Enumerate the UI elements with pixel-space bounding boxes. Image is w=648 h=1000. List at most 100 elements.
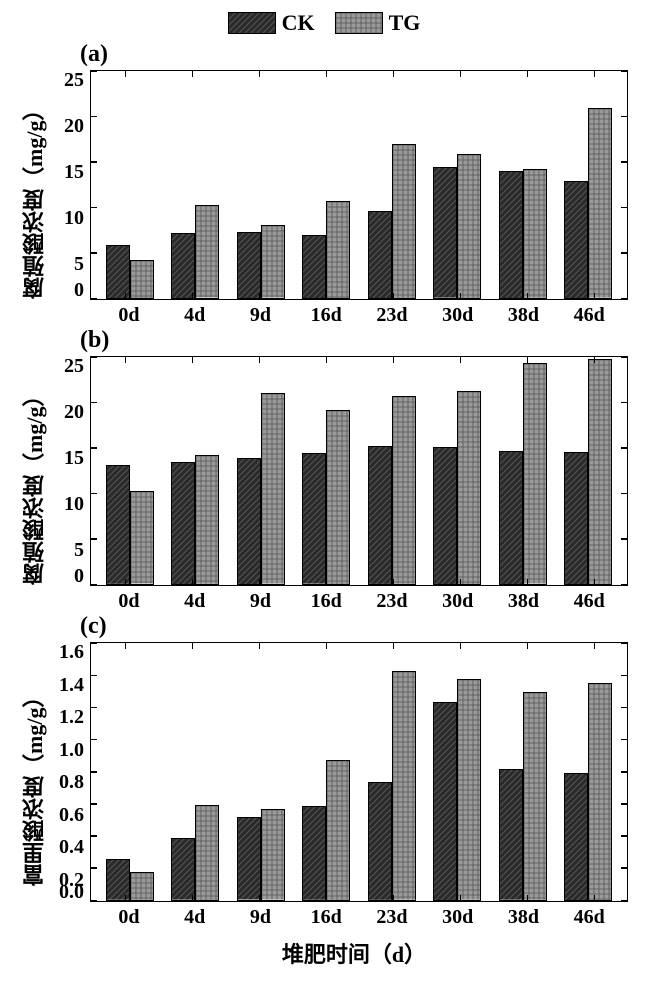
bar-tg <box>457 679 481 901</box>
y-tick-label: 0 <box>74 280 84 300</box>
bar-group <box>433 679 481 901</box>
bar-ck <box>564 181 588 299</box>
bar-group <box>564 683 612 901</box>
bar-tg <box>195 205 219 299</box>
bar-tg <box>392 671 416 901</box>
bar-ck <box>106 465 130 585</box>
panel-label-b: (b) <box>80 327 628 354</box>
bar-group <box>237 393 285 585</box>
x-tick-label: 4d <box>162 906 228 929</box>
swatch-ck <box>228 12 276 34</box>
bar-tg <box>326 760 350 901</box>
y-tick-label: 1.2 <box>59 707 84 727</box>
x-tick-label: 46d <box>556 304 622 327</box>
bar-group <box>368 671 416 901</box>
x-tick-label: 16d <box>293 590 359 613</box>
x-axis-a: 0d4d9d16d23d30d38d46d <box>90 300 628 327</box>
bar-group <box>499 692 547 901</box>
x-tick-label: 16d <box>293 304 359 327</box>
x-tick-label: 0d <box>96 304 162 327</box>
y-axis-label-a: 腐殖酸浓度（mg/g） <box>20 70 50 327</box>
legend-label-ck: CK <box>282 10 315 36</box>
bar-group <box>171 805 219 901</box>
panel-c: (c)富里酸浓度（mg/g）0.00.20.40.60.81.01.21.41.… <box>20 613 628 929</box>
bar-ck <box>302 453 326 585</box>
bar-tg <box>130 260 154 299</box>
y-axis-label-b: 腐殖酸浓度（mg/g） <box>20 356 50 613</box>
bar-ck <box>237 232 261 299</box>
legend-item-ck: CK <box>228 10 315 36</box>
plot-area-a <box>90 70 628 300</box>
swatch-tg <box>335 12 383 34</box>
y-tick-label: 15 <box>64 448 84 468</box>
bar-group <box>499 169 547 299</box>
y-tick-label: 20 <box>64 116 84 136</box>
x-axis-b: 0d4d9d16d23d30d38d46d <box>90 586 628 613</box>
x-tick-label: 4d <box>162 304 228 327</box>
bar-tg <box>326 410 350 585</box>
bar-group <box>368 396 416 585</box>
y-axis-label-c: 富里酸浓度（mg/g） <box>20 642 50 929</box>
bar-ck <box>302 806 326 901</box>
x-tick-label: 23d <box>359 304 425 327</box>
x-axis-c: 0d4d9d16d23d30d38d46d <box>90 902 628 929</box>
bar-tg <box>392 396 416 585</box>
bar-ck <box>368 211 392 299</box>
x-tick-label: 9d <box>228 590 294 613</box>
bar-tg <box>195 805 219 901</box>
bar-ck <box>368 782 392 901</box>
x-axis-label: 堆肥时间（d） <box>80 937 628 969</box>
legend: CK TG <box>20 10 628 36</box>
bar-ck <box>499 451 523 585</box>
y-tick-label: 0.4 <box>59 837 84 857</box>
bar-tg <box>523 692 547 901</box>
bar-ck <box>499 171 523 299</box>
y-tick-label: 15 <box>64 162 84 182</box>
y-axis-c: 0.00.20.40.60.81.01.21.41.6 <box>50 642 90 902</box>
bar-group <box>499 363 547 585</box>
bar-tg <box>261 809 285 901</box>
y-tick-label: 10 <box>64 494 84 514</box>
plot-area-b <box>90 356 628 586</box>
y-axis-a: 0510152025 <box>50 70 90 300</box>
bar-tg <box>588 108 612 299</box>
legend-label-tg: TG <box>389 10 421 36</box>
bar-tg <box>588 683 612 901</box>
y-tick-label: 0.8 <box>59 772 84 792</box>
bar-tg <box>588 359 612 585</box>
bar-group <box>564 359 612 585</box>
bar-group <box>302 410 350 585</box>
bar-ck <box>499 769 523 901</box>
bar-tg <box>130 872 154 901</box>
bar-ck <box>433 447 457 585</box>
bar-ck <box>106 245 130 299</box>
bar-tg <box>261 225 285 299</box>
x-tick-label: 9d <box>228 304 294 327</box>
bar-ck <box>564 452 588 585</box>
bar-group <box>106 859 154 901</box>
x-tick-label: 23d <box>359 590 425 613</box>
bar-ck <box>171 462 195 585</box>
bar-ck <box>302 235 326 299</box>
bar-group <box>302 760 350 901</box>
panel-label-c: (c) <box>80 613 628 640</box>
bar-tg <box>523 169 547 299</box>
x-tick-label: 0d <box>96 590 162 613</box>
bar-ck <box>433 167 457 299</box>
legend-item-tg: TG <box>335 10 421 36</box>
panel-b: (b)腐殖酸浓度（mg/g）05101520250d4d9d16d23d30d3… <box>20 327 628 613</box>
bar-tg <box>326 201 350 299</box>
x-tick-label: 30d <box>425 590 491 613</box>
bar-group <box>564 108 612 299</box>
bar-ck <box>433 702 457 901</box>
x-tick-label: 38d <box>491 906 557 929</box>
plot-area-c <box>90 642 628 902</box>
bar-group <box>433 154 481 299</box>
bar-group <box>106 465 154 585</box>
y-axis-b: 0510152025 <box>50 356 90 586</box>
y-tick-label: 1.0 <box>59 740 84 760</box>
bar-group <box>106 245 154 299</box>
y-tick-label: 10 <box>64 208 84 228</box>
y-tick-label: 5 <box>74 254 84 274</box>
x-tick-label: 38d <box>491 590 557 613</box>
